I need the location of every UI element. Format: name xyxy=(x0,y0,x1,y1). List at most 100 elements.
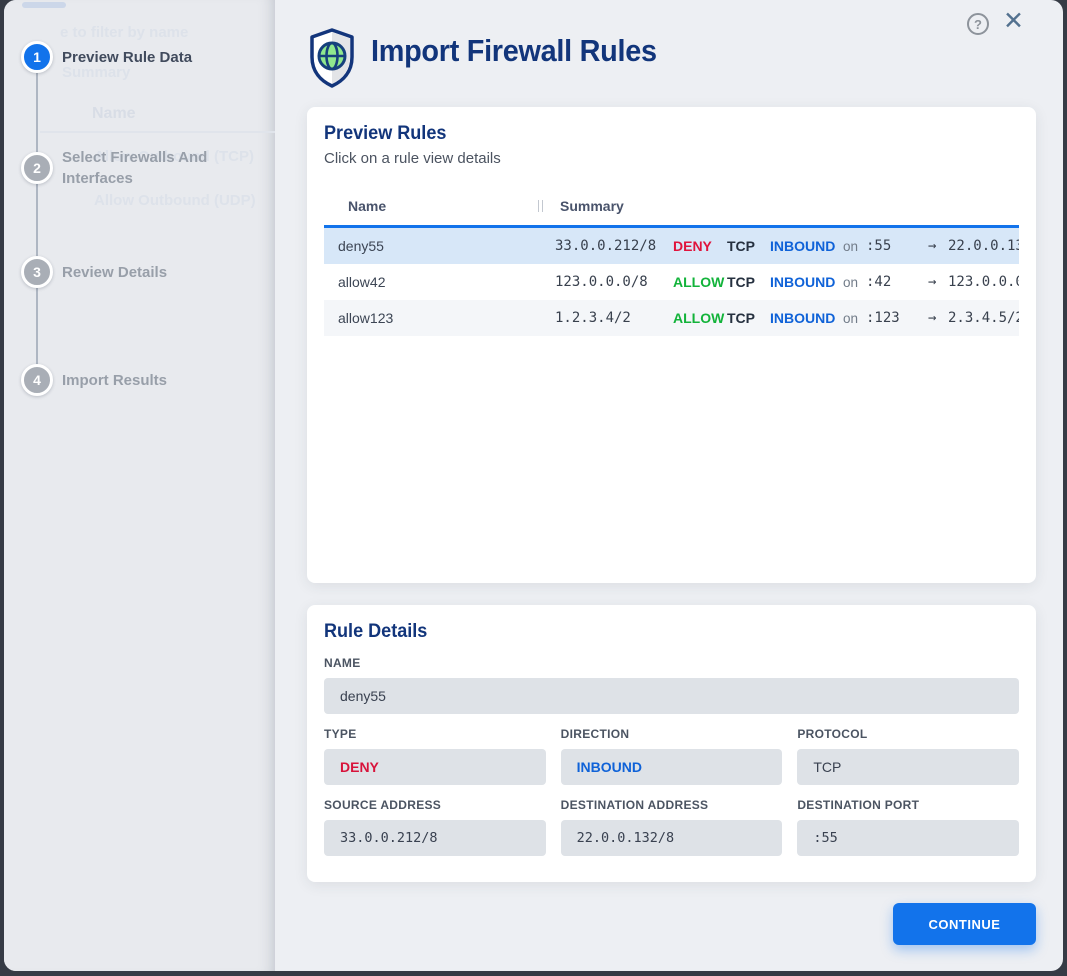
rule-action: ALLOW xyxy=(673,310,725,326)
wizard-stepper-panel: e to filter by name Summary Name Allow O… xyxy=(4,0,275,971)
background-ghost-filter-text: e to filter by name xyxy=(60,24,189,41)
rule-name: allow123 xyxy=(338,310,394,326)
field-destination-address: DESTINATION ADDRESS 22.0.0.132/8 xyxy=(560,798,783,856)
step-3-label: Review Details xyxy=(62,263,168,281)
direction-value: INBOUND xyxy=(560,749,783,785)
table-row-allow42[interactable]: allow42 123.0.0.0/8 ALLOW TCP INBOUND on… xyxy=(324,264,1019,300)
column-header-name[interactable]: Name xyxy=(348,198,387,214)
import-firewall-rules-modal: e to filter by name Summary Name Allow O… xyxy=(4,0,1063,971)
step-1-label: Preview Rule Data xyxy=(62,48,193,66)
help-glyph: ? xyxy=(974,16,982,32)
step-select-firewalls-interfaces[interactable]: 2 Select Firewalls And Interfaces xyxy=(21,147,240,189)
step-preview-rule-data[interactable]: 1 Preview Rule Data xyxy=(21,41,240,73)
background-ghost-summary: Summary xyxy=(62,64,131,81)
modal-header: Import Firewall Rules ? ✕ xyxy=(307,0,1036,107)
rule-source: 33.0.0.212/8 xyxy=(555,238,657,254)
protocol-label: PROTOCOL xyxy=(797,727,868,741)
step-import-results[interactable]: 4 Import Results xyxy=(21,364,240,396)
rule-summary: 1.2.3.4/2 ALLOW TCP INBOUND on :123 → 2.… xyxy=(555,310,1019,326)
rule-summary: 123.0.0.0/8 ALLOW TCP INBOUND on :42 → 1… xyxy=(555,274,1019,290)
table-header-underline xyxy=(324,225,1019,228)
rule-protocol: TCP xyxy=(727,238,755,254)
rule-port: :42 xyxy=(866,274,892,290)
type-value: DENY xyxy=(324,749,546,785)
footer-actions: CONTINUE xyxy=(307,903,1036,945)
step-4-circle: 4 xyxy=(21,364,53,396)
arrow-icon: → xyxy=(928,238,937,254)
field-destination-port: DESTINATION PORT :55 xyxy=(797,798,1019,856)
field-protocol: PROTOCOL TCP xyxy=(797,727,1019,785)
source-address-value: 33.0.0.212/8 xyxy=(324,820,546,856)
field-type: TYPE DENY xyxy=(324,727,546,785)
preview-rules-title: Preview Rules xyxy=(324,123,447,144)
rule-destination: 22.0.0.132/8 xyxy=(948,238,1019,254)
field-direction: DIRECTION INBOUND xyxy=(560,727,783,785)
destination-port-value: :55 xyxy=(797,820,1019,856)
background-ghost-name: Name xyxy=(92,105,136,122)
name-label: NAME xyxy=(324,656,361,670)
table-row-allow123[interactable]: allow123 1.2.3.4/2 ALLOW TCP INBOUND on … xyxy=(324,300,1019,336)
shield-globe-icon xyxy=(310,28,354,88)
step-2-label: Select Firewalls And Interfaces xyxy=(62,149,208,187)
modal-main-area: Import Firewall Rules ? ✕ Preview Rules … xyxy=(275,0,1063,971)
rule-on-word: on xyxy=(843,310,859,326)
modal-title: Import Firewall Rules xyxy=(371,33,657,68)
step-1-circle: 1 xyxy=(21,41,53,73)
destination-address-value: 22.0.0.132/8 xyxy=(560,820,783,856)
rule-name: deny55 xyxy=(338,238,384,254)
rule-direction: INBOUND xyxy=(770,310,836,326)
table-header-row: Name Summary xyxy=(324,194,1019,218)
step-4-label: Import Results xyxy=(62,371,168,389)
name-value: deny55 xyxy=(324,678,1019,714)
background-ghost-divider xyxy=(40,131,275,133)
background-ghost-row-udp: Allow Outbound (UDP) xyxy=(94,192,256,209)
direction-label: DIRECTION xyxy=(560,727,630,741)
source-address-label: SOURCE ADDRESS xyxy=(324,798,442,812)
field-name: NAME deny55 xyxy=(324,656,1019,714)
rule-destination: 123.0.0.0/8 xyxy=(948,274,1019,290)
arrow-icon: → xyxy=(928,274,937,290)
rule-action: DENY xyxy=(673,238,712,254)
type-label: TYPE xyxy=(324,727,357,741)
step-3-number: 3 xyxy=(33,264,41,280)
rule-details-title: Rule Details xyxy=(324,621,428,642)
details-grid-row-1: TYPE DENY DIRECTION INBOUND PROTOCOL TCP xyxy=(324,714,1019,785)
stepper-connector-line xyxy=(36,60,38,382)
rule-on-word: on xyxy=(843,238,859,254)
protocol-value: TCP xyxy=(797,749,1019,785)
continue-button[interactable]: CONTINUE xyxy=(893,903,1036,945)
arrow-icon: → xyxy=(928,310,937,326)
rule-details-card: Rule Details NAME deny55 TYPE DENY DIREC… xyxy=(307,605,1036,882)
rule-action: ALLOW xyxy=(673,274,725,290)
background-ghost-bar xyxy=(22,2,66,8)
close-icon[interactable]: ✕ xyxy=(1003,5,1024,38)
step-2-number: 2 xyxy=(33,160,41,176)
table-row-deny55[interactable]: deny55 33.0.0.212/8 DENY TCP INBOUND on … xyxy=(324,228,1019,264)
rule-summary: 33.0.0.212/8 DENY TCP INBOUND on :55 → 2… xyxy=(555,238,1019,254)
rule-protocol: TCP xyxy=(727,274,755,290)
rule-port: :123 xyxy=(866,310,900,326)
destination-address-label: DESTINATION ADDRESS xyxy=(560,798,709,812)
step-3-circle: 3 xyxy=(21,256,53,288)
step-review-details[interactable]: 3 Review Details xyxy=(21,256,240,288)
step-4-number: 4 xyxy=(33,372,41,388)
rule-direction: INBOUND xyxy=(770,274,836,290)
rule-port: :55 xyxy=(866,238,892,254)
column-resize-handle[interactable] xyxy=(538,200,543,212)
rule-on-word: on xyxy=(843,274,859,290)
preview-rules-card: Preview Rules Click on a rule view detai… xyxy=(307,107,1036,583)
rule-source: 123.0.0.0/8 xyxy=(555,274,648,290)
rule-destination: 2.3.4.5/2 xyxy=(948,310,1019,326)
field-source-address: SOURCE ADDRESS 33.0.0.212/8 xyxy=(324,798,546,856)
rule-protocol: TCP xyxy=(727,310,755,326)
preview-rules-subtitle: Click on a rule view details xyxy=(324,150,501,167)
details-grid-row-2: SOURCE ADDRESS 33.0.0.212/8 DESTINATION … xyxy=(324,785,1019,856)
close-glyph: ✕ xyxy=(1003,7,1024,35)
rule-source: 1.2.3.4/2 xyxy=(555,310,631,326)
step-1-number: 1 xyxy=(33,49,41,65)
rule-direction: INBOUND xyxy=(770,238,836,254)
background-ghost-row-tcp: Allow Outbound (TCP) xyxy=(94,148,254,165)
column-header-summary[interactable]: Summary xyxy=(560,198,624,214)
step-2-circle: 2 xyxy=(21,152,53,184)
help-icon[interactable]: ? xyxy=(967,13,989,35)
